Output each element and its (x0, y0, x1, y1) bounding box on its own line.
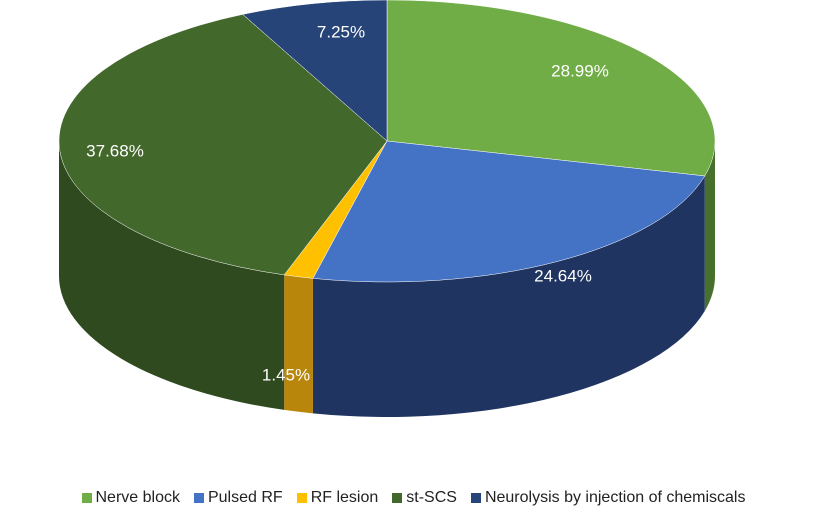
pie-side-walls (59, 141, 715, 417)
legend-swatch (81, 493, 92, 503)
legend-item: Neurolysis by injection of chemiscals (470, 489, 746, 507)
chart-legend: Nerve block Pulsed RF RF lesion st-SCS Neuro… (0, 486, 827, 510)
pie-data-labels: 28.99% 24.64% 1.45% 37.68% 7.25% (86, 22, 609, 384)
legend-label: st-SCS (406, 489, 457, 506)
legend-swatch (392, 493, 403, 503)
pie-side-pulsed-rf (312, 175, 705, 417)
legend-label: Neurolysis by injection of chemiscals (484, 489, 746, 506)
legend-item: RF lesion (296, 489, 379, 507)
data-label-st-scs: 37.68% (86, 141, 144, 160)
legend-item: Nerve block (81, 489, 180, 507)
pie-side-st-scs (59, 141, 285, 410)
legend-item: st-SCS (392, 489, 457, 507)
pie-slice-pulsed-rf (312, 140, 706, 283)
legend-item: Pulsed RF (193, 489, 283, 507)
legend-label: Pulsed RF (207, 489, 283, 506)
pie-slice-nerve-block (386, 0, 716, 177)
pie-top-slices (58, 0, 716, 283)
legend-label: Nerve block (95, 489, 180, 506)
legend-swatch (296, 493, 307, 503)
legend-label: RF lesion (310, 489, 379, 506)
pie-slice-st-scs (58, 14, 388, 276)
pie-side-rf-lesion (284, 274, 313, 414)
pie-chart-plot: 28.99% 24.64% 1.45% 37.68% 7.25% (58, 0, 716, 417)
data-label-nerve-block: 28.99% (551, 61, 609, 80)
data-label-neurolysis-by-injection-of-chemiscals: 7.25% (317, 22, 365, 41)
data-label-rf-lesion: 1.45% (262, 365, 310, 384)
pie-slice-neurolysis-by-injection-of-chemiscals (242, 0, 388, 142)
legend-swatch (193, 493, 204, 503)
pie-side-nerve-block (704, 141, 715, 311)
legend-swatch (470, 493, 481, 503)
data-label-pulsed-rf: 24.64% (534, 266, 592, 285)
